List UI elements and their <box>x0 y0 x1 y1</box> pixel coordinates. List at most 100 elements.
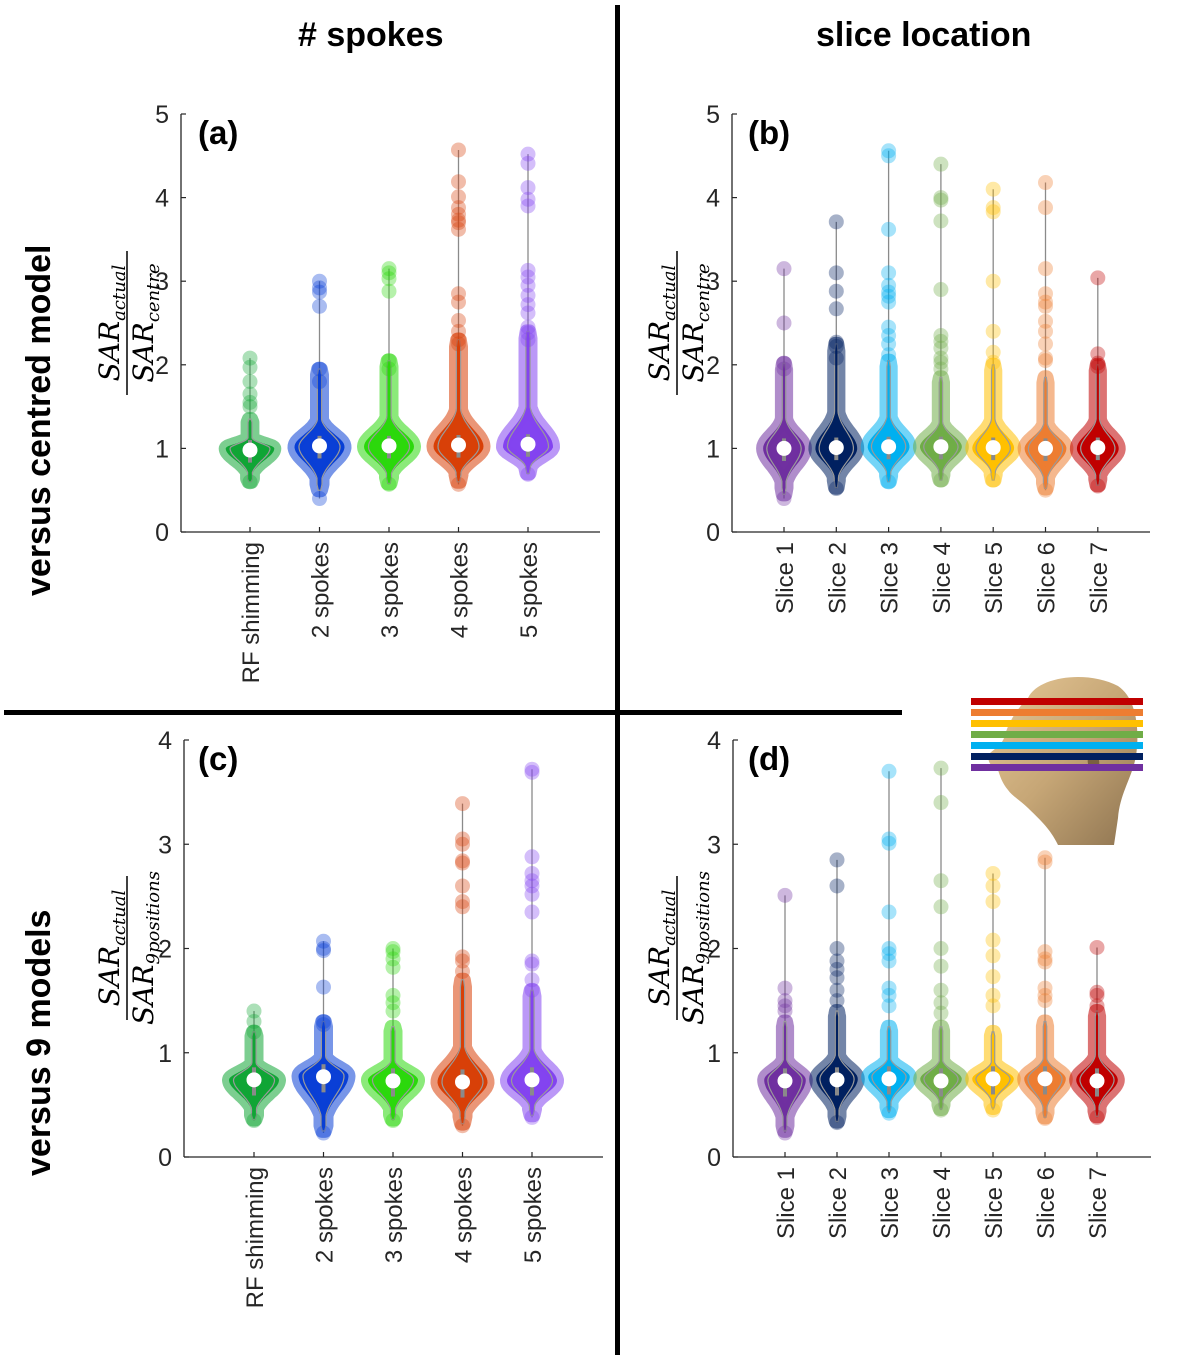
y-tick-label: 0 <box>706 519 720 547</box>
outlier-point <box>881 148 897 164</box>
x-tick-label: Slice 2 <box>824 542 851 614</box>
outlier-point <box>385 944 401 960</box>
violin-slice-7: Slice 7 <box>1069 270 1126 614</box>
outlier-point <box>524 886 540 902</box>
outlier-point <box>881 336 897 352</box>
outlier-point <box>1037 954 1053 970</box>
min-point <box>381 476 397 492</box>
slice-band-3 <box>971 742 1143 749</box>
outlier-point <box>933 899 949 915</box>
slice-band-6 <box>971 709 1143 716</box>
min-point <box>881 1105 897 1121</box>
outlier-point <box>1037 944 1053 960</box>
x-tick-label: Slice 4 <box>929 1167 956 1239</box>
x-tick-label: Slice 1 <box>773 1167 800 1239</box>
violin-slice-5: Slice 5 <box>965 865 1021 1239</box>
violin-body <box>500 983 564 1123</box>
outlier-point <box>385 959 401 975</box>
outlier-point <box>524 878 540 894</box>
violin-kde-outline <box>923 1026 959 1110</box>
outlier-point <box>520 325 536 341</box>
outlier-point <box>829 993 845 1009</box>
x-tick-label: Slice 6 <box>1034 542 1061 614</box>
outlier-point <box>881 319 897 335</box>
outlier-point <box>385 995 401 1011</box>
outlier-point <box>829 941 845 956</box>
outlier-point <box>933 350 949 366</box>
x-tick-label: 3 spokes <box>377 542 404 638</box>
outlier-point <box>985 948 1001 964</box>
median-marker <box>776 440 792 456</box>
outlier-point <box>985 200 1001 216</box>
outlier-point <box>316 943 331 959</box>
slice-band-4 <box>971 731 1143 738</box>
y-tick-label: 0 <box>707 1144 721 1172</box>
outlier-point <box>451 142 466 158</box>
violin-2-spokes: 2 spokes <box>287 273 352 638</box>
violin-body <box>965 357 1022 488</box>
y-tick-label: 3 <box>707 831 721 859</box>
min-point <box>829 1115 845 1131</box>
slice-bands <box>971 698 1143 771</box>
median-marker <box>520 436 536 452</box>
violin-kde-outline <box>767 1020 803 1132</box>
y-tick-label: 2 <box>706 352 720 380</box>
y-tick-label: 1 <box>707 1040 721 1068</box>
outlier-point <box>1090 346 1106 362</box>
y-tick-label: 3 <box>158 831 172 859</box>
violin-slice-4: Slice 4 <box>913 760 969 1239</box>
outlier-point <box>985 204 1001 220</box>
outlier-point <box>881 941 897 956</box>
outlier-point <box>520 297 536 313</box>
outlier-point <box>1038 294 1053 310</box>
min-point <box>451 476 466 492</box>
outlier-point <box>451 189 466 205</box>
outlier-point <box>828 338 844 354</box>
outlier-point <box>524 849 540 865</box>
row-title-centred-model: versus centred model <box>20 244 58 596</box>
median-marker <box>1038 440 1053 456</box>
outlier-point <box>455 899 470 915</box>
outlier-point <box>520 332 536 348</box>
violin-slice-4: Slice 4 <box>913 156 969 614</box>
outlier-point <box>1037 987 1053 1003</box>
outlier-point <box>1038 336 1053 352</box>
violin-2-spokes: 2 spokes <box>291 933 356 1263</box>
outlier-point <box>881 998 897 1014</box>
outlier-point <box>933 156 949 172</box>
outlier-point <box>246 1003 262 1019</box>
outlier-point <box>520 146 536 162</box>
outlier-point <box>881 328 897 344</box>
outlier-point <box>881 284 897 300</box>
outlier-point <box>881 143 897 159</box>
y-label-numerator: SARactual <box>93 889 130 1006</box>
outlier-point <box>933 192 949 208</box>
outlier-point <box>933 213 949 229</box>
outlier-point <box>455 878 470 894</box>
outlier-point <box>1090 358 1106 374</box>
x-tick-label: Slice 5 <box>981 1167 1008 1239</box>
violin-5-spokes: 5 spokes <box>500 761 564 1263</box>
outlier-point <box>1037 850 1053 866</box>
x-tick-label: Slice 2 <box>825 1167 852 1239</box>
y-tick-label: 2 <box>707 936 721 964</box>
violin-3-spokes: 3 spokes <box>357 261 421 638</box>
outlier-point <box>828 265 844 281</box>
violin-body <box>1069 1004 1125 1124</box>
x-tick-label: 5 spokes <box>520 1167 547 1263</box>
outlier-point <box>985 181 1001 197</box>
outlier-point <box>776 355 792 371</box>
y-tick-label: 1 <box>158 1040 172 1068</box>
outlier-point <box>828 350 844 366</box>
y-tick-label: 1 <box>155 435 169 463</box>
min-point <box>1037 1110 1053 1126</box>
violin-rf-shimming: RF shimming <box>222 1003 286 1308</box>
outlier-point <box>933 328 949 344</box>
outlier-point <box>1089 939 1105 955</box>
outlier-point <box>933 760 949 776</box>
outlier-point <box>451 312 466 328</box>
y-tick-label: 4 <box>706 185 720 213</box>
violin-kde-outline <box>1080 364 1116 486</box>
